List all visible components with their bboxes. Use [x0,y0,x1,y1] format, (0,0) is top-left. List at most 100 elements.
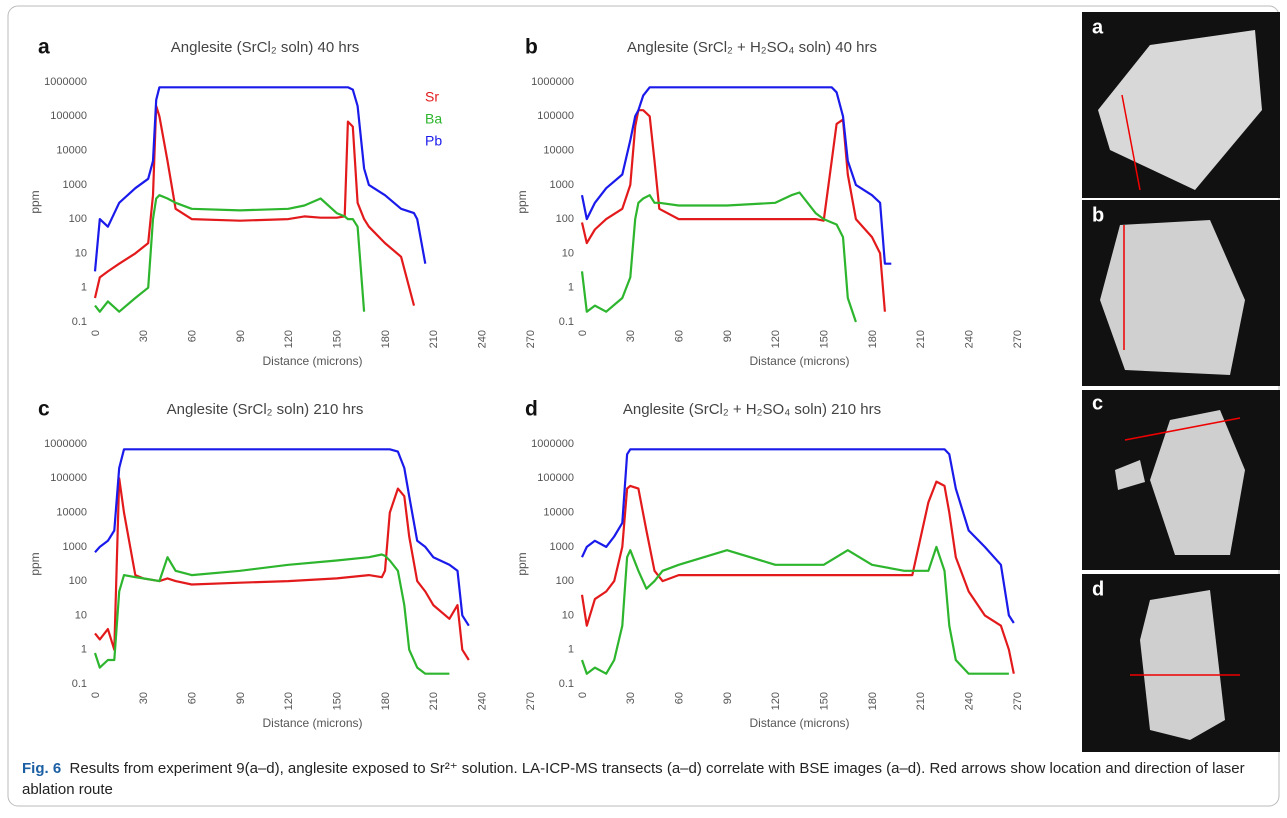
bse-images: a b c d [1082,12,1280,752]
x-tick-label: 270 [1012,692,1024,710]
y-tick-label: 100000 [537,110,574,122]
x-tick-label: 0 [577,330,589,336]
x-tick-label: 30 [625,692,637,704]
crystal [1150,410,1245,555]
caption: Fig. 6 Results from experiment 9(a–d), a… [22,758,1267,800]
series-line [94,194,366,313]
x-tick-label: 210 [428,330,440,348]
y-tick-label: 1 [568,282,574,294]
y-tick-label: 0.1 [72,678,87,690]
chart-title: Anglesite (SrCl₂ soln) 40 hrs [171,39,359,56]
y-tick-label: 100 [69,575,87,587]
panel-label: d [525,398,538,421]
x-tick-label: 90 [235,692,247,704]
x-tick-label: 0 [90,330,102,336]
y-axis-label: ppm [28,552,42,575]
y-tick-label: 10 [562,609,574,621]
x-tick-label: 60 [187,692,199,704]
series-line [94,477,470,661]
y-tick-label: 100000 [50,472,87,484]
y-axis-label: ppm [515,552,529,575]
y-tick-label: 100 [556,213,574,225]
y-tick-label: 0.1 [559,678,574,690]
y-tick-label: 1000000 [531,438,574,450]
y-tick-label: 10000 [543,506,574,518]
x-tick-label: 180 [867,330,879,348]
x-tick-label: 30 [138,692,150,704]
x-tick-label: 120 [283,692,295,710]
legend-entry: Pb [425,133,442,149]
y-tick-label: 1 [81,644,87,656]
x-tick-label: 60 [674,330,686,342]
series-line [580,480,1015,674]
x-tick-label: 150 [332,692,344,710]
x-tick-label: 0 [577,692,589,698]
chart: c Anglesite (SrCl₂ soln) 210 hrs ppm Distan… [28,398,537,731]
arrow [1121,94,1141,191]
y-tick-label: 1 [81,282,87,294]
y-axis-label: ppm [515,190,529,213]
x-tick-label: 0 [90,692,102,698]
x-tick-label: 180 [380,692,392,710]
x-tick-label: 240 [964,692,976,710]
series-line [580,109,886,312]
y-tick-label: 100000 [537,472,574,484]
panel-label: a [38,36,50,59]
y-tick-label: 0.1 [72,316,87,328]
image-label: d [1092,578,1104,600]
caption-text: Results from experiment 9(a–d), anglesit… [22,760,1245,798]
x-tick-label: 210 [915,692,927,710]
series-line [93,86,427,272]
chart-title: Anglesite (SrCl₂ soln) 210 hrs [167,401,364,418]
y-tick-label: 1000000 [44,76,87,88]
x-tick-label: 60 [187,330,199,342]
x-tick-label: 210 [915,330,927,348]
x-axis-label: Distance (microns) [749,354,849,368]
x-tick-label: 150 [819,692,831,710]
y-tick-label: 100 [69,213,87,225]
y-tick-label: 100 [556,575,574,587]
series-line [94,448,470,627]
x-tick-label: 180 [380,330,392,348]
x-tick-label: 150 [819,330,831,348]
y-tick-label: 1000 [63,541,87,553]
x-axis-label: Distance (microns) [262,716,362,730]
y-tick-label: 10 [75,609,87,621]
x-tick-label: 120 [283,330,295,348]
chart: a Anglesite (SrCl₂ soln) 40 hrs ppm Distanc… [28,36,537,369]
y-tick-label: 100000 [50,110,87,122]
x-tick-label: 270 [1012,330,1024,348]
crystal [1115,460,1145,490]
y-tick-label: 10000 [56,506,87,518]
legend-entry: Ba [425,111,442,127]
y-tick-label: 1000000 [531,76,574,88]
chart: b Anglesite (SrCl₂ + H₂SO₄ soln) 40 hrs pp… [515,36,1024,369]
y-tick-label: 10 [562,247,574,259]
x-tick-label: 30 [625,330,637,342]
series-line [93,104,416,306]
y-tick-label: 1000000 [44,438,87,450]
x-tick-label: 270 [525,330,537,348]
y-tick-label: 1000 [550,541,574,553]
y-tick-label: 1000 [63,179,87,191]
x-tick-label: 270 [525,692,537,710]
x-tick-label: 60 [674,692,686,704]
y-tick-label: 10000 [543,144,574,156]
x-axis-label: Distance (microns) [749,716,849,730]
image-label: a [1092,16,1104,38]
panel-label: c [38,398,50,421]
series-line [580,545,1009,675]
series-line [580,86,892,265]
y-tick-label: 0.1 [559,316,574,328]
crystal [1100,220,1245,375]
x-axis-label: Distance (microns) [262,354,362,368]
x-tick-label: 240 [964,330,976,348]
y-tick-label: 10 [75,247,87,259]
series-line [93,553,450,675]
legend-entry: Sr [425,89,439,105]
image-label: c [1092,392,1103,414]
x-tick-label: 90 [235,330,247,342]
x-tick-label: 180 [867,692,879,710]
chart-title: Anglesite (SrCl₂ + H₂SO₄ soln) 210 hrs [623,401,881,418]
